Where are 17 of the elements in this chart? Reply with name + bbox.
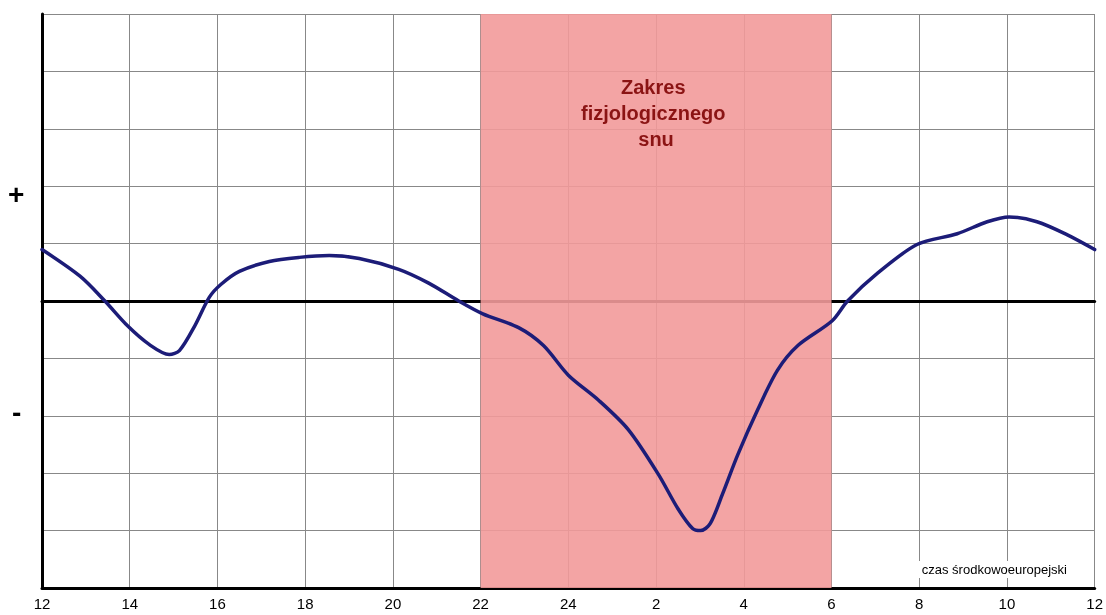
x-tick-label: 10	[998, 595, 1016, 612]
x-tick-label: 18	[296, 595, 314, 612]
x-tick-label: 12	[33, 595, 51, 612]
x-tick-label: 14	[121, 595, 139, 612]
x-tick-label: 20	[384, 595, 402, 612]
x-tick-label: 4	[739, 595, 748, 612]
x-tick-label: 6	[827, 595, 836, 612]
x-tick-label: 16	[209, 595, 226, 612]
text: +	[8, 178, 25, 210]
x-tick-label: 22	[472, 595, 489, 612]
text: -	[12, 396, 22, 428]
x-tick-label: 2	[651, 595, 661, 612]
x-tick-label: 8	[915, 595, 924, 612]
band-label: Zakres fizjologicznego snu	[581, 76, 732, 150]
x-tick-label: 12	[1086, 595, 1103, 612]
x-tick-label: 24	[559, 595, 577, 612]
text: czas środkowoeuropejski	[921, 562, 1068, 577]
